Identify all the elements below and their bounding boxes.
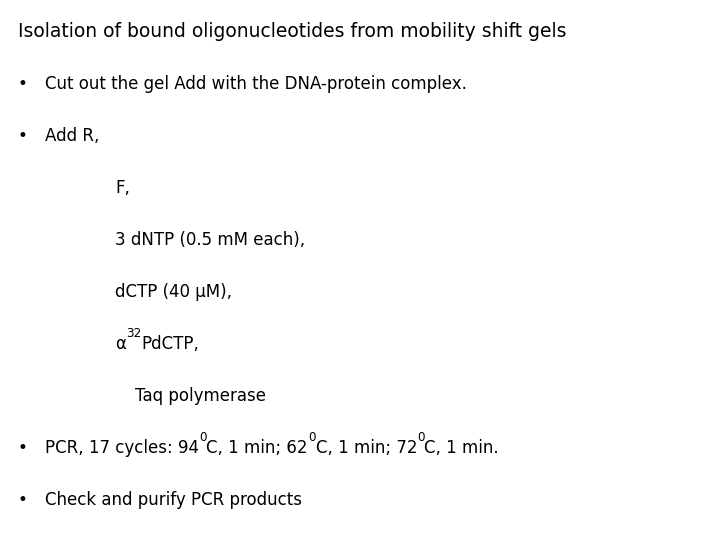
Text: •: •: [18, 491, 28, 509]
Text: 0: 0: [199, 431, 207, 444]
Text: F,: F,: [115, 179, 130, 197]
Text: α: α: [115, 335, 126, 353]
Text: C, 1 min.: C, 1 min.: [425, 439, 499, 457]
Text: dCTP (40 μM),: dCTP (40 μM),: [115, 283, 232, 301]
Text: PCR, 17 cycles: 94: PCR, 17 cycles: 94: [45, 439, 199, 457]
Text: 0: 0: [417, 431, 425, 444]
Text: PdCTP,: PdCTP,: [141, 335, 199, 353]
Text: 32: 32: [126, 327, 141, 340]
Text: •: •: [18, 75, 28, 93]
Text: C, 1 min; 72: C, 1 min; 72: [315, 439, 417, 457]
Text: 3 dNTP (0.5 mM each),: 3 dNTP (0.5 mM each),: [115, 231, 305, 249]
Text: •: •: [18, 439, 28, 457]
Text: Isolation of bound oligonucleotides from mobility shift gels: Isolation of bound oligonucleotides from…: [18, 22, 567, 41]
Text: •: •: [18, 127, 28, 145]
Text: C, 1 min; 62: C, 1 min; 62: [207, 439, 308, 457]
Text: Taq polymerase: Taq polymerase: [135, 387, 266, 405]
Text: Cut out the gel Add with the DNA-protein complex.: Cut out the gel Add with the DNA-protein…: [45, 75, 467, 93]
Text: Add R,: Add R,: [45, 127, 99, 145]
Text: Check and purify PCR products: Check and purify PCR products: [45, 491, 302, 509]
Text: 0: 0: [308, 431, 315, 444]
